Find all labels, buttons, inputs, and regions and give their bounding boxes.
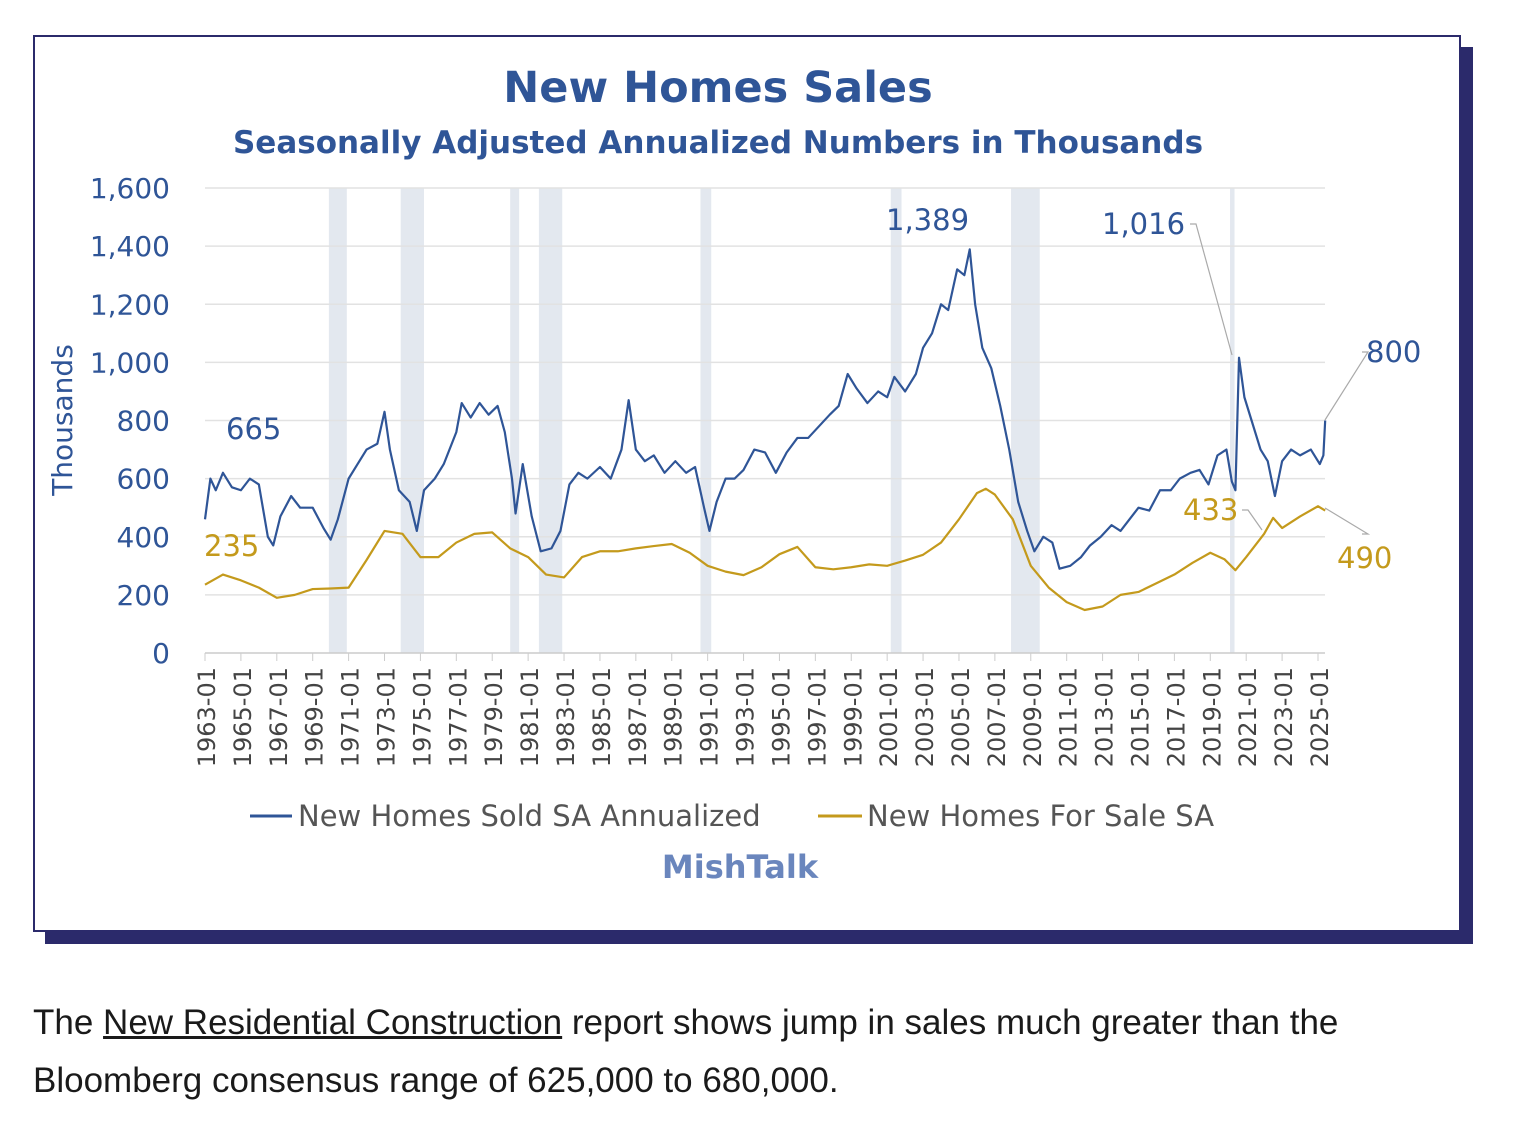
y-tick-label: 400: [117, 521, 170, 554]
x-tick-label: 2003-01: [911, 667, 939, 767]
x-tick-label: 2025-01: [1306, 667, 1334, 767]
chart-subtitle: Seasonally Adjusted Annualized Numbers i…: [233, 125, 1203, 161]
x-tick-label: 1973-01: [373, 667, 401, 767]
x-tick-label: 2013-01: [1091, 667, 1119, 767]
chart-title: New Homes Sales: [503, 63, 932, 113]
x-tick-label: 2015-01: [1126, 667, 1154, 767]
caption-after: report shows jump in sales much greater …: [33, 1003, 1339, 1100]
caption-before: The: [33, 1003, 104, 1042]
x-tick-label: 1987-01: [624, 667, 652, 767]
y-tick-label: 1,000: [90, 346, 170, 379]
article-paragraph: The New Residential Construction report …: [33, 994, 1473, 1110]
x-tick-label: 2011-01: [1055, 667, 1083, 767]
x-tick-label: 1985-01: [588, 667, 616, 767]
x-tick-label: 2009-01: [1019, 667, 1047, 767]
y-tick-label: 200: [117, 579, 170, 612]
y-tick-label: 0: [152, 637, 170, 670]
annotation-label: 665: [226, 412, 281, 446]
annotation-label: 800: [1366, 335, 1421, 369]
annotation-leader-line: [1190, 223, 1233, 356]
y-tick-label: 1,400: [90, 230, 170, 263]
legend: New Homes Sold SA Annualized New Homes F…: [250, 799, 1214, 833]
x-tick-label: 1991-01: [696, 667, 724, 767]
x-tick-label: 1995-01: [767, 667, 795, 767]
x-tick-label: 2007-01: [983, 667, 1011, 767]
y-tick-label: 1,200: [90, 288, 170, 321]
annotations: 665 235 1,389 1,016 800 433 490: [204, 203, 1421, 575]
y-tick-label: 600: [117, 463, 170, 496]
y-tick-label: 800: [117, 405, 170, 438]
annotation-leader-line: [1324, 351, 1370, 421]
x-tick-label: 1977-01: [444, 667, 472, 767]
x-tick-label: 1975-01: [408, 667, 436, 767]
annotation-leader-line: [1324, 507, 1371, 535]
x-tick-label: 1969-01: [301, 667, 329, 767]
x-tick-label: 1993-01: [732, 667, 760, 767]
x-tick-label: 1981-01: [516, 667, 544, 767]
x-tick-label: 1979-01: [480, 667, 508, 767]
series-lines: [203, 248, 1327, 612]
new-homes-sales-chart: New Homes Sales Seasonally Adjusted Annu…: [46, 63, 1421, 886]
annotation-label: 433: [1183, 493, 1238, 527]
x-tick-label: 1997-01: [803, 667, 831, 767]
x-tick-label: 1967-01: [265, 667, 293, 767]
sold-series-line: [203, 248, 1327, 570]
annotation-label: 1,016: [1102, 207, 1185, 241]
legend-label-for-sale: New Homes For Sale SA: [867, 799, 1214, 833]
y-tick-labels: 0 200 400 600 800 1,000 1,200 1,400 1,600: [90, 172, 170, 670]
x-tick-label: 2017-01: [1162, 667, 1190, 767]
new-residential-construction-link[interactable]: New Residential Construction: [103, 1003, 563, 1042]
legend-label-sold: New Homes Sold SA Annualized: [298, 799, 761, 833]
x-tick-label: 2021-01: [1234, 667, 1262, 767]
annotation-label: 235: [204, 529, 259, 563]
x-tick-label: 1963-01: [193, 667, 221, 767]
y-tick-label: 1,600: [90, 172, 170, 205]
x-tick-labels: 1963-01 1965-01 1967-01 1969-01 1971-01 1973-…: [193, 653, 1334, 767]
annotation-label: 490: [1337, 541, 1392, 575]
x-tick-label: 2005-01: [947, 667, 975, 767]
x-tick-label: 1983-01: [552, 667, 580, 767]
chart-frame: [33, 35, 1461, 932]
x-tick-label: 2001-01: [875, 667, 903, 767]
x-tick-label: 1989-01: [660, 667, 688, 767]
y-axis-label: Thousands: [46, 344, 79, 497]
x-tick-label: 2019-01: [1198, 667, 1226, 767]
for-sale-series-line: [204, 487, 1326, 612]
annotation-label: 1,389: [886, 203, 969, 237]
mishtalk-watermark: MishTalk: [662, 848, 819, 886]
x-tick-label: 1999-01: [839, 667, 867, 767]
x-tick-label: 2023-01: [1270, 667, 1298, 767]
x-tick-label: 1965-01: [229, 667, 257, 767]
x-tick-label: 1971-01: [337, 667, 365, 767]
annotation-leader-line: [1242, 509, 1263, 531]
